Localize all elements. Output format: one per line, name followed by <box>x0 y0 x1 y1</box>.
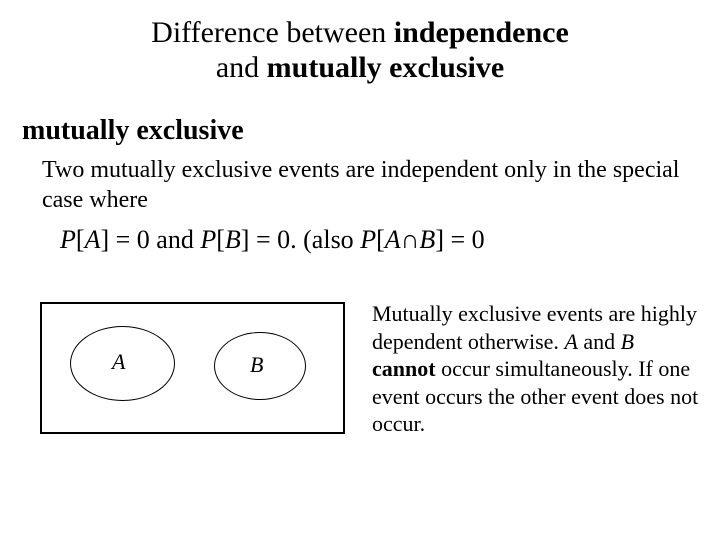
formula-lb2: [ <box>216 225 225 254</box>
title-line1-bold: independence <box>394 16 569 49</box>
body-text: Two mutually exclusive events are indepe… <box>42 155 682 215</box>
slide-title: Difference between independence and mutu… <box>0 16 720 85</box>
side-cannot: cannot <box>372 356 436 381</box>
ellipse-b-label: B <box>250 352 263 378</box>
formula-b2: B <box>419 225 435 254</box>
ellipse-a-label: A <box>112 349 125 375</box>
formula-lb1: [ <box>76 225 85 254</box>
title-line2-bold: mutually exclusive <box>267 51 505 84</box>
title-line2-pre: and <box>216 51 267 84</box>
slide: Difference between independence and mutu… <box>0 0 720 540</box>
formula-p2: P <box>200 225 216 254</box>
formula-lb3: [ <box>376 225 385 254</box>
formula-eq3: = 0 <box>444 225 485 254</box>
formula-b1: B <box>225 225 241 254</box>
formula-a2: A <box>385 225 401 254</box>
subheading: mutually exclusive <box>22 115 244 147</box>
side-paragraph: Mutually exclusive events are highly dep… <box>372 300 702 438</box>
formula-and: and <box>150 225 201 254</box>
title-line1-pre: Difference between <box>151 16 394 49</box>
formula-also: . (also <box>290 225 360 254</box>
formula-rb1: ] <box>100 225 109 254</box>
formula-eq1: = 0 <box>109 225 150 254</box>
side-b: B <box>621 329 634 354</box>
formula-p1: P <box>60 225 76 254</box>
side-a: A <box>564 329 577 354</box>
formula-cap: ∩ <box>401 225 420 254</box>
venn-diagram: A B <box>40 302 345 434</box>
formula-line: P[A] = 0 and P[B] = 0. (also P[A∩B] = 0 <box>60 225 485 255</box>
formula-eq2: = 0 <box>249 225 290 254</box>
formula-rb3: ] <box>435 225 444 254</box>
side-s1: Mutually exclusive events are highly dep… <box>372 301 697 354</box>
formula-p3: P <box>360 225 376 254</box>
formula-a1: A <box>85 225 101 254</box>
side-s2: and <box>578 329 621 354</box>
